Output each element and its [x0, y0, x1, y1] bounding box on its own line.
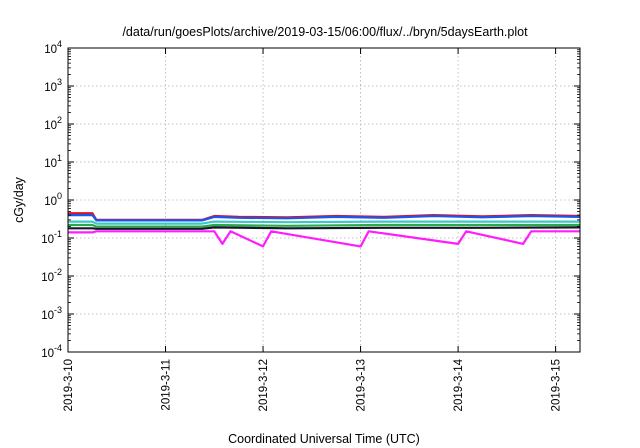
series-line-2	[68, 214, 581, 222]
y-tick-label: 10-3	[41, 305, 62, 322]
y-tick-label: 103	[44, 77, 62, 94]
x-tick-label: 2019-3-13	[356, 359, 368, 411]
y-ticks: 10-4 10-3 10-2 10-1 100 101 102 103 104	[41, 39, 580, 360]
x-axis-label: Coordinated Universal Time (UTC)	[228, 432, 420, 446]
series-line-3	[68, 220, 580, 225]
y-tick-label: 100	[44, 191, 62, 208]
x-ticks: 2019-3-10 2019-3-11 2019-3-12 2019-3-13 2019…	[63, 48, 563, 411]
y-tick-label: 104	[44, 39, 62, 56]
x-tick-label: 2019-3-14	[453, 358, 465, 411]
chart-title: /data/run/goesPlots/archive/2019-03-15/0…	[122, 25, 528, 39]
series-line-4	[68, 223, 580, 228]
x-tick-label: 2019-3-11	[161, 359, 173, 411]
series-group	[68, 212, 581, 248]
series-line-6	[68, 230, 580, 248]
y-axis-label: cGy/day	[12, 176, 26, 223]
y-tick-label: 10-4	[41, 343, 62, 360]
y-tick-label: 10-2	[41, 267, 62, 284]
y-tick-label: 10-1	[41, 229, 62, 246]
y-tick-label: 102	[44, 115, 62, 132]
grid	[68, 48, 580, 352]
y-tick-label: 101	[44, 153, 62, 170]
x-tick-label: 2019-3-15	[551, 359, 563, 411]
series-line-5	[68, 226, 581, 230]
x-tick-label: 2019-3-12	[258, 359, 270, 411]
x-tick-label: 2019-3-10	[63, 359, 75, 411]
